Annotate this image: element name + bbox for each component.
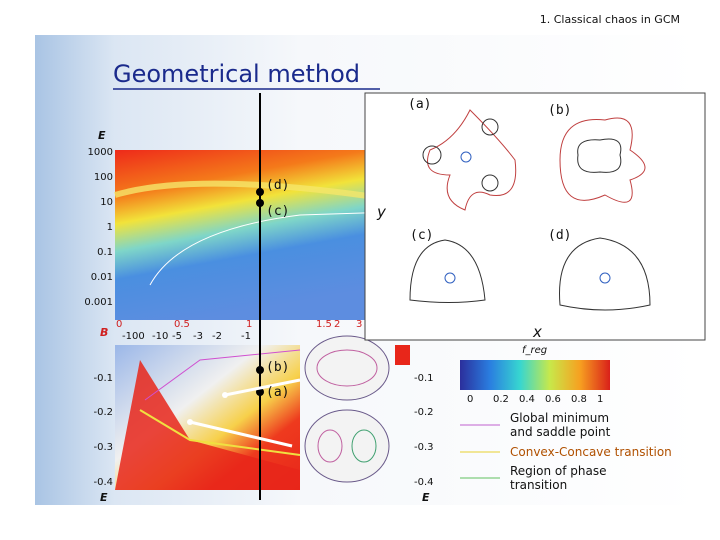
- lower-region: [115, 360, 300, 490]
- slide-title: Geometrical method: [113, 60, 361, 88]
- legend-text: Convex-Concave transition: [510, 445, 672, 459]
- tick-label: -10: [152, 331, 169, 342]
- tick-label: 0.1: [97, 247, 113, 258]
- tick-label: -0.3: [93, 442, 113, 453]
- minimum-curve: [144, 349, 301, 401]
- tick-label: 1: [246, 319, 253, 330]
- tick-label: -3: [193, 331, 203, 342]
- tick-label: -0.4: [93, 477, 113, 488]
- contour-c-center: [444, 272, 456, 284]
- poincare-orbit: [316, 349, 378, 387]
- tick-label: -5: [172, 331, 182, 342]
- point-label: (a): [266, 385, 290, 400]
- tick-label: 1: [597, 394, 604, 405]
- axis-label: E: [422, 491, 430, 504]
- poincare-orbit: [351, 429, 377, 463]
- axis-label: B: [100, 326, 109, 339]
- legend-text: Region of phase transition: [510, 464, 607, 493]
- point-label: (d): [266, 178, 290, 193]
- contour-b: [559, 117, 646, 203]
- right-strip: [395, 345, 410, 365]
- arrow: [189, 420, 293, 448]
- point-a: [256, 388, 264, 396]
- poincare-section: [304, 409, 390, 483]
- tick-label: -0.2: [93, 407, 113, 418]
- contour-d: [559, 237, 651, 311]
- colorbar-label: f_reg: [522, 345, 548, 356]
- axis-label: E: [100, 491, 108, 504]
- energy-heatmap: [115, 150, 395, 320]
- tick-label: 10: [100, 197, 113, 208]
- tick-label: -0.1: [93, 373, 113, 384]
- contour-a: [427, 109, 517, 211]
- tick-label: 1.5: [316, 319, 332, 330]
- transition-curve: [139, 409, 301, 456]
- colorbar: [460, 360, 610, 390]
- tick-label: 0.01: [90, 272, 113, 283]
- contour-b-inner: [577, 138, 622, 173]
- contour-d-center: [599, 272, 611, 284]
- point-d: [256, 188, 264, 196]
- tick-label: 2: [334, 319, 341, 330]
- contour-panel: [364, 92, 706, 341]
- tick-label: 0: [467, 394, 474, 405]
- tick-label: -0.4: [414, 477, 434, 488]
- tick-label: 0.001: [84, 297, 113, 308]
- axis-label: x: [533, 323, 542, 341]
- legend-text: Global minimum and saddle point: [510, 411, 611, 440]
- axis-label: y: [377, 203, 386, 221]
- contour-c: [409, 239, 486, 303]
- section-label: 1. Classical chaos in GCM: [539, 13, 680, 26]
- arrow: [224, 378, 301, 397]
- heat-band: [114, 180, 396, 203]
- tick-label: 1: [106, 222, 113, 233]
- tick-label: -0.2: [414, 407, 434, 418]
- contour-a-well: [422, 145, 442, 165]
- contour-a-center: [460, 151, 472, 163]
- panel-label: (c): [410, 228, 434, 243]
- tick-label: 0.8: [571, 394, 587, 405]
- tick-label: -0.3: [414, 442, 434, 453]
- tick-label: -100: [122, 331, 145, 342]
- point-label: (c): [266, 204, 290, 219]
- tick-label: 0: [116, 319, 123, 330]
- point-label: (b): [266, 360, 290, 375]
- point-c: [256, 199, 264, 207]
- tick-label: -2: [212, 331, 222, 342]
- poincare-orbit: [317, 429, 343, 463]
- tick-label: 100: [93, 172, 113, 183]
- tick-label: 1000: [87, 147, 113, 158]
- tick-label: 0.6: [545, 394, 561, 405]
- tick-label: 0.5: [174, 319, 190, 330]
- contour-a-well: [481, 174, 499, 192]
- heat-curve: [149, 211, 396, 286]
- tick-label: 3: [356, 319, 363, 330]
- point-b: [256, 366, 264, 374]
- panel-label: (b): [548, 103, 572, 118]
- contour-a-well: [481, 118, 499, 136]
- arrow-start: [222, 392, 228, 398]
- tick-label: 0.4: [519, 394, 535, 405]
- poincare-section: [304, 335, 390, 401]
- axis-label: E: [98, 129, 106, 142]
- tick-label: 0.2: [493, 394, 509, 405]
- arrow-start: [187, 419, 193, 425]
- tick-label: -0.1: [414, 373, 434, 384]
- panel-label: (d): [548, 228, 572, 243]
- panel-label: (a): [408, 97, 432, 112]
- tick-label: -1: [241, 331, 251, 342]
